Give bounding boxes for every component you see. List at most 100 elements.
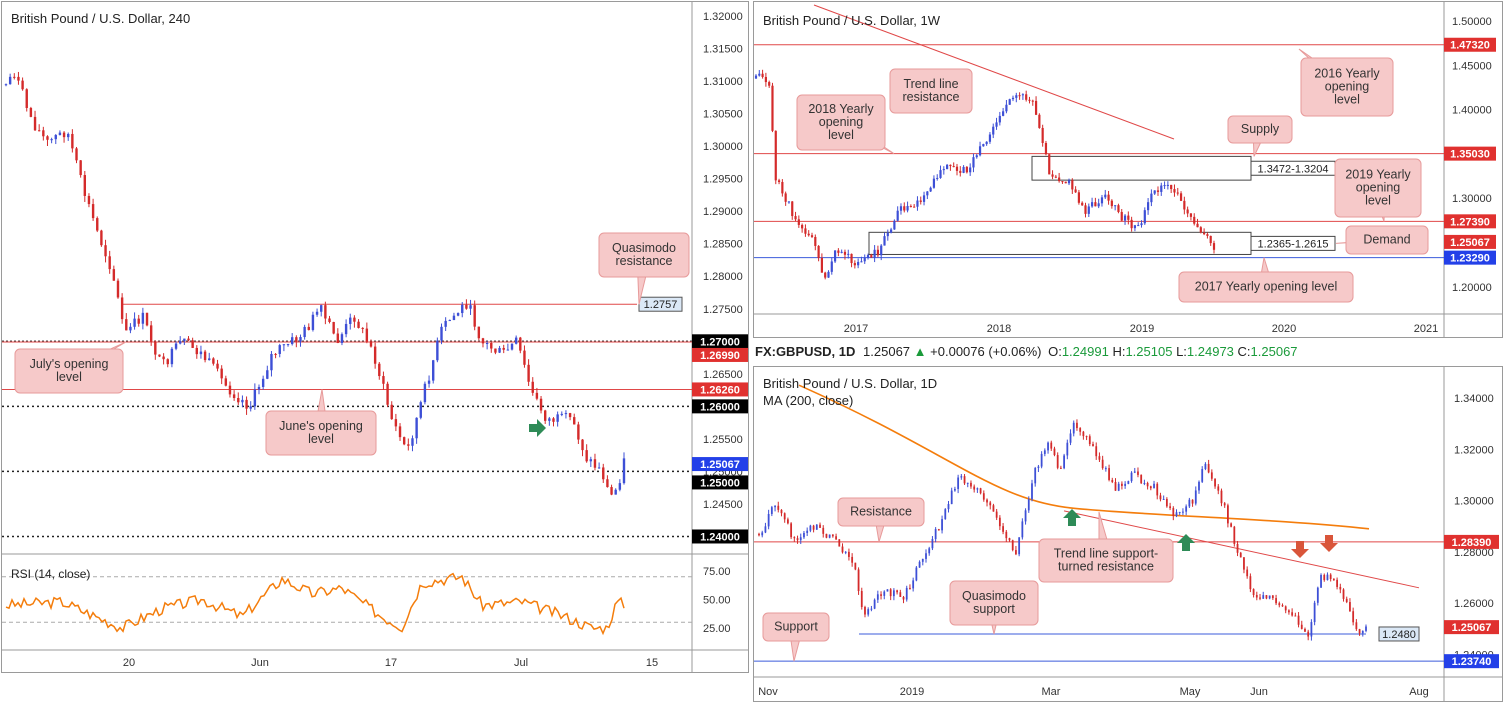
d1-candle: [1226, 505, 1229, 524]
w1-candle: [1150, 193, 1153, 203]
d1-candle: [1326, 574, 1329, 581]
h4-candle: [320, 305, 323, 312]
d1-candle: [848, 551, 850, 557]
d1-price-tick: 1.34000: [1454, 393, 1494, 405]
h4-candle: [543, 410, 547, 421]
d1-candle: [970, 482, 972, 487]
h4-candle: [461, 304, 464, 314]
h4-candle: [477, 326, 481, 339]
h4-candle: [353, 317, 356, 322]
h4-candle: [179, 341, 182, 344]
w1-candle: [1193, 216, 1196, 224]
w1-chart-panel[interactable]: 1.500001.450001.400001.350001.300001.250…: [753, 1, 1503, 338]
h4-candle: [336, 333, 340, 343]
d1-candle: [1027, 499, 1030, 511]
h4-candle: [502, 347, 505, 350]
d1-last-price: 1.25067: [863, 344, 911, 359]
d1-candle: [1214, 478, 1216, 487]
w1-candle: [1209, 235, 1212, 244]
h4-candle: [527, 364, 530, 382]
h4-candle: [332, 322, 335, 334]
w1-candle: [1206, 234, 1209, 236]
w1-chart-title: British Pound / U.S. Dollar, 1W: [763, 13, 941, 28]
h4-candle: [87, 195, 91, 205]
w1-candle: [1100, 197, 1104, 204]
w1-candle: [850, 253, 853, 264]
d1-candle: [1117, 483, 1120, 491]
h4-candle: [560, 413, 563, 415]
d1-candle: [998, 517, 1001, 527]
w1-time-tick: 2019: [1130, 323, 1154, 335]
d1-time-tick: May: [1180, 686, 1201, 698]
w1-candle: [1123, 215, 1127, 221]
h4-price-tag: [692, 347, 748, 362]
h4-price-tag: [692, 529, 748, 544]
d1-candle: [803, 532, 805, 538]
d1-chart-canvas[interactable]: 1.340001.320001.300001.280001.260001.240…: [754, 367, 1503, 702]
w1-candle: [880, 245, 883, 256]
h4-candle: [415, 417, 418, 439]
h4-candle: [407, 444, 410, 446]
d1-candle: [1037, 466, 1040, 469]
d1-open: 1.24991: [1061, 344, 1109, 359]
w1-candle: [1163, 185, 1166, 187]
w1-candle: [1196, 223, 1199, 228]
w1-candle: [1074, 189, 1077, 193]
d1-candle: [777, 505, 780, 510]
d1-candle: [1011, 540, 1014, 551]
d1-candle: [1018, 537, 1021, 555]
h4-chart-title: British Pound / U.S. Dollar, 240: [11, 11, 191, 26]
d1-candle: [774, 505, 776, 508]
d1-candle: [1320, 574, 1322, 588]
w1-candle: [827, 271, 830, 278]
quasimodo-support-note-line: support: [973, 602, 1015, 616]
d1-candle: [1043, 450, 1046, 454]
d1-candle: [1143, 482, 1146, 484]
w1-candle: [1176, 192, 1179, 194]
h4-candle: [436, 340, 439, 361]
h4-chart-canvas[interactable]: 1.32000 1.31500 1.31000 1.30500 1.30000 1.295…: [2, 2, 749, 673]
w1-candle: [926, 191, 929, 196]
w1-candle: [1130, 219, 1133, 229]
yearly-opening-2018-note-line: 2018 Yearly: [808, 102, 874, 116]
w1-candle: [1048, 154, 1051, 175]
w1-demand-zone-label: [1250, 235, 1336, 251]
junes-opening-level-note-line: level: [308, 432, 334, 446]
h4-price-tick: 1.26500: [703, 369, 743, 381]
yearly-opening-2016-note: [1300, 57, 1394, 117]
w1-candle: [873, 249, 876, 258]
h4-price-tag-text: 1.25000: [700, 477, 740, 489]
w1-trend-line: [813, 4, 1175, 140]
w1-candle: [791, 201, 794, 217]
w1-price-tag: [1444, 37, 1496, 52]
d1-candle: [1355, 622, 1358, 630]
d1-candle: [1101, 459, 1104, 469]
h4-candle: [228, 385, 232, 395]
h4-candle: [593, 459, 597, 468]
h4-candle: [556, 414, 559, 422]
d1-chart-panel[interactable]: 1.340001.320001.300001.280001.260001.240…: [753, 366, 1503, 702]
d1-candle: [854, 562, 857, 570]
d1-candle: [1310, 622, 1313, 637]
w1-candle: [1031, 100, 1034, 102]
h4-chart-panel[interactable]: 1.32000 1.31500 1.31000 1.30500 1.30000 1.295…: [1, 1, 749, 673]
d1-candle: [1281, 605, 1284, 607]
d1-candle: [1239, 552, 1242, 558]
w1-candle: [1166, 184, 1169, 186]
h4-candle: [295, 337, 298, 342]
h4-candle: [154, 341, 157, 355]
w1-candle: [1061, 181, 1064, 183]
d1-red-arrow-icon: [1320, 535, 1338, 552]
d1-candle: [1220, 490, 1223, 504]
w1-price-tick: 1.40000: [1452, 105, 1492, 117]
w1-candle: [1054, 176, 1057, 178]
w1-candle: [784, 193, 787, 202]
h4-candle: [411, 438, 414, 446]
h4-candle: [96, 218, 99, 231]
d1-price-tag-text: 1.28390: [1452, 537, 1492, 549]
w1-chart-canvas[interactable]: 1.500001.450001.400001.350001.300001.250…: [754, 2, 1503, 338]
w1-candle: [1038, 114, 1041, 128]
w1-candle: [1153, 190, 1156, 194]
h4-candle: [278, 345, 281, 354]
d1-candle: [1124, 483, 1127, 486]
